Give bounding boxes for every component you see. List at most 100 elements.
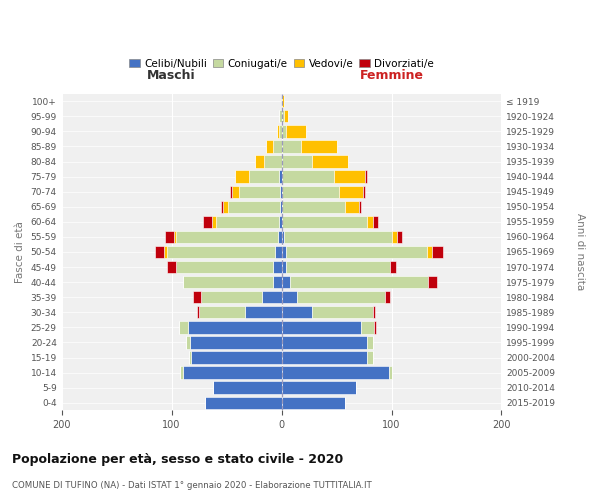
Y-axis label: Fasce di età: Fasce di età xyxy=(15,221,25,283)
Bar xyxy=(277,125,280,138)
Bar xyxy=(281,110,284,122)
Bar xyxy=(281,230,284,243)
Bar xyxy=(374,321,376,334)
Bar xyxy=(281,95,284,108)
Bar xyxy=(281,336,367,348)
Bar xyxy=(281,352,367,364)
Y-axis label: Anni di nascita: Anni di nascita xyxy=(575,214,585,290)
Bar xyxy=(221,200,223,213)
Bar xyxy=(281,170,334,183)
Bar xyxy=(280,200,281,213)
Bar xyxy=(197,306,199,318)
Bar xyxy=(281,306,313,318)
Bar xyxy=(281,140,301,152)
Bar xyxy=(214,382,281,394)
Bar xyxy=(397,230,403,243)
Bar xyxy=(367,216,373,228)
Bar xyxy=(281,186,339,198)
Bar xyxy=(205,396,281,409)
Text: Maschi: Maschi xyxy=(147,68,196,82)
Bar xyxy=(281,396,346,409)
Bar xyxy=(389,366,392,379)
Bar xyxy=(176,230,278,243)
Bar xyxy=(281,276,290,288)
Bar xyxy=(301,140,337,152)
Bar xyxy=(273,140,281,152)
Bar xyxy=(280,216,281,228)
Bar xyxy=(188,321,281,334)
Bar xyxy=(280,170,281,183)
Bar xyxy=(334,170,365,183)
Bar xyxy=(286,125,306,138)
Bar xyxy=(190,336,281,348)
Bar xyxy=(167,246,275,258)
Bar xyxy=(266,140,273,152)
Bar xyxy=(284,110,288,122)
Bar xyxy=(280,125,281,138)
Bar xyxy=(165,230,174,243)
Bar xyxy=(281,366,389,379)
Bar xyxy=(373,306,375,318)
Bar xyxy=(179,321,188,334)
Bar xyxy=(281,321,361,334)
Bar xyxy=(281,200,346,213)
Bar xyxy=(280,110,281,122)
Bar xyxy=(286,246,427,258)
Bar xyxy=(182,366,281,379)
Bar xyxy=(359,200,361,213)
Bar xyxy=(281,291,297,304)
Bar xyxy=(248,170,280,183)
Bar xyxy=(290,276,428,288)
Bar xyxy=(201,291,262,304)
Bar xyxy=(275,246,281,258)
Bar xyxy=(391,261,396,273)
Bar xyxy=(367,352,373,364)
Bar xyxy=(264,156,281,168)
Bar xyxy=(212,216,215,228)
Bar xyxy=(223,200,227,213)
Bar xyxy=(281,382,356,394)
Bar xyxy=(286,261,391,273)
Bar xyxy=(392,230,397,243)
Bar xyxy=(339,186,363,198)
Bar xyxy=(284,230,392,243)
Bar xyxy=(281,125,286,138)
Bar xyxy=(262,291,281,304)
Bar xyxy=(199,306,245,318)
Bar xyxy=(186,336,190,348)
Bar xyxy=(191,352,281,364)
Text: COMUNE DI TUFINO (NA) - Dati ISTAT 1° gennaio 2020 - Elaborazione TUTTITALIA.IT: COMUNE DI TUFINO (NA) - Dati ISTAT 1° ge… xyxy=(12,481,372,490)
Bar xyxy=(273,261,281,273)
Bar xyxy=(346,200,359,213)
Bar xyxy=(215,216,280,228)
Bar xyxy=(235,170,248,183)
Bar xyxy=(385,291,391,304)
Bar xyxy=(432,246,443,258)
Bar xyxy=(230,186,232,198)
Bar xyxy=(174,230,176,243)
Bar xyxy=(280,186,281,198)
Bar xyxy=(428,276,437,288)
Text: Femmine: Femmine xyxy=(359,68,424,82)
Bar xyxy=(363,186,365,198)
Bar xyxy=(281,261,286,273)
Bar xyxy=(273,276,281,288)
Bar xyxy=(367,336,373,348)
Bar xyxy=(176,261,273,273)
Bar xyxy=(255,156,264,168)
Bar xyxy=(281,246,286,258)
Bar xyxy=(281,156,313,168)
Bar xyxy=(373,216,379,228)
Bar xyxy=(167,261,176,273)
Bar xyxy=(164,246,167,258)
Bar xyxy=(313,306,373,318)
Bar xyxy=(245,306,281,318)
Bar xyxy=(365,170,367,183)
Bar xyxy=(281,216,367,228)
Bar xyxy=(193,291,201,304)
Bar xyxy=(361,321,374,334)
Bar xyxy=(203,216,212,228)
Text: Popolazione per età, sesso e stato civile - 2020: Popolazione per età, sesso e stato civil… xyxy=(12,452,343,466)
Bar xyxy=(181,366,182,379)
Legend: Celibi/Nubili, Coniugati/e, Vedovi/e, Divorziati/e: Celibi/Nubili, Coniugati/e, Vedovi/e, Di… xyxy=(125,54,438,73)
